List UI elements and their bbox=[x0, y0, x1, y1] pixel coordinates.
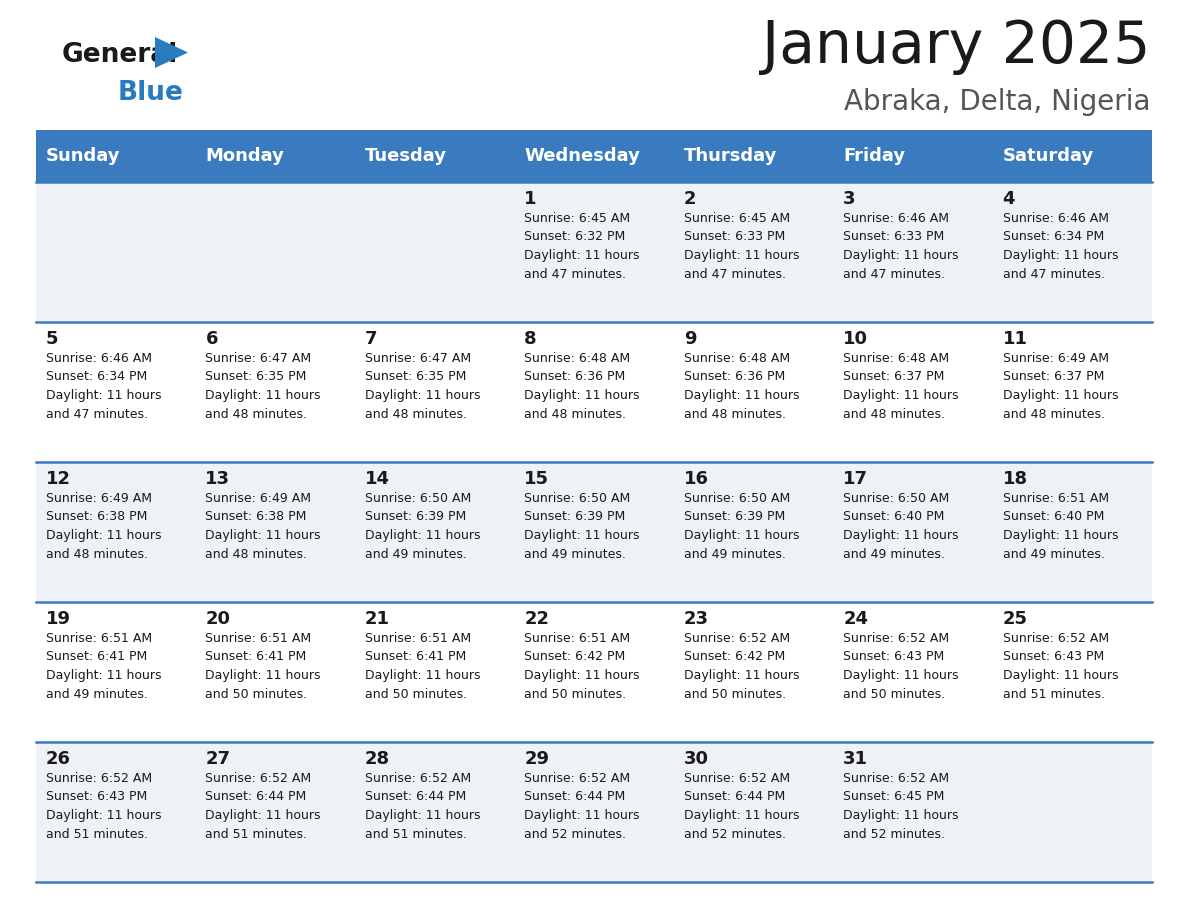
Text: Blue: Blue bbox=[118, 80, 184, 106]
Text: Sunrise: 6:51 AM
Sunset: 6:40 PM
Daylight: 11 hours
and 49 minutes.: Sunrise: 6:51 AM Sunset: 6:40 PM Dayligh… bbox=[1003, 492, 1118, 561]
Text: Sunrise: 6:52 AM
Sunset: 6:44 PM
Daylight: 11 hours
and 52 minutes.: Sunrise: 6:52 AM Sunset: 6:44 PM Dayligh… bbox=[524, 772, 640, 841]
Text: Sunrise: 6:50 AM
Sunset: 6:39 PM
Daylight: 11 hours
and 49 minutes.: Sunrise: 6:50 AM Sunset: 6:39 PM Dayligh… bbox=[684, 492, 800, 561]
Text: 30: 30 bbox=[684, 750, 709, 768]
Text: Sunrise: 6:52 AM
Sunset: 6:43 PM
Daylight: 11 hours
and 51 minutes.: Sunrise: 6:52 AM Sunset: 6:43 PM Dayligh… bbox=[46, 772, 162, 841]
Text: Sunday: Sunday bbox=[46, 147, 120, 165]
Text: Sunrise: 6:51 AM
Sunset: 6:41 PM
Daylight: 11 hours
and 49 minutes.: Sunrise: 6:51 AM Sunset: 6:41 PM Dayligh… bbox=[46, 632, 162, 700]
Text: 2: 2 bbox=[684, 190, 696, 208]
Text: Sunrise: 6:52 AM
Sunset: 6:44 PM
Daylight: 11 hours
and 51 minutes.: Sunrise: 6:52 AM Sunset: 6:44 PM Dayligh… bbox=[365, 772, 480, 841]
Bar bbox=[36, 742, 1152, 882]
Text: 21: 21 bbox=[365, 610, 390, 628]
Text: 17: 17 bbox=[843, 470, 868, 488]
Text: Sunrise: 6:46 AM
Sunset: 6:34 PM
Daylight: 11 hours
and 47 minutes.: Sunrise: 6:46 AM Sunset: 6:34 PM Dayligh… bbox=[1003, 212, 1118, 281]
Text: 18: 18 bbox=[1003, 470, 1028, 488]
Text: Tuesday: Tuesday bbox=[365, 147, 447, 165]
Text: 3: 3 bbox=[843, 190, 855, 208]
Text: 20: 20 bbox=[206, 610, 230, 628]
Text: 22: 22 bbox=[524, 610, 549, 628]
Text: 5: 5 bbox=[46, 330, 58, 348]
Text: 25: 25 bbox=[1003, 610, 1028, 628]
Text: January 2025: January 2025 bbox=[762, 18, 1150, 75]
Text: 16: 16 bbox=[684, 470, 709, 488]
Text: Sunrise: 6:50 AM
Sunset: 6:39 PM
Daylight: 11 hours
and 49 minutes.: Sunrise: 6:50 AM Sunset: 6:39 PM Dayligh… bbox=[365, 492, 480, 561]
Text: 31: 31 bbox=[843, 750, 868, 768]
Text: 15: 15 bbox=[524, 470, 549, 488]
Text: Sunrise: 6:46 AM
Sunset: 6:33 PM
Daylight: 11 hours
and 47 minutes.: Sunrise: 6:46 AM Sunset: 6:33 PM Dayligh… bbox=[843, 212, 959, 281]
Text: 28: 28 bbox=[365, 750, 390, 768]
Polygon shape bbox=[154, 37, 188, 68]
Text: 23: 23 bbox=[684, 610, 709, 628]
Text: Wednesday: Wednesday bbox=[524, 147, 640, 165]
Text: Sunrise: 6:47 AM
Sunset: 6:35 PM
Daylight: 11 hours
and 48 minutes.: Sunrise: 6:47 AM Sunset: 6:35 PM Dayligh… bbox=[365, 352, 480, 420]
Text: Sunrise: 6:47 AM
Sunset: 6:35 PM
Daylight: 11 hours
and 48 minutes.: Sunrise: 6:47 AM Sunset: 6:35 PM Dayligh… bbox=[206, 352, 321, 420]
Bar bbox=[36, 130, 1152, 182]
Text: Sunrise: 6:51 AM
Sunset: 6:42 PM
Daylight: 11 hours
and 50 minutes.: Sunrise: 6:51 AM Sunset: 6:42 PM Dayligh… bbox=[524, 632, 640, 700]
Text: 7: 7 bbox=[365, 330, 378, 348]
Text: 13: 13 bbox=[206, 470, 230, 488]
Text: Sunrise: 6:50 AM
Sunset: 6:39 PM
Daylight: 11 hours
and 49 minutes.: Sunrise: 6:50 AM Sunset: 6:39 PM Dayligh… bbox=[524, 492, 640, 561]
Text: 1: 1 bbox=[524, 190, 537, 208]
Text: Sunrise: 6:49 AM
Sunset: 6:38 PM
Daylight: 11 hours
and 48 minutes.: Sunrise: 6:49 AM Sunset: 6:38 PM Dayligh… bbox=[46, 492, 162, 561]
Text: Abraka, Delta, Nigeria: Abraka, Delta, Nigeria bbox=[843, 88, 1150, 116]
Text: General: General bbox=[62, 42, 178, 68]
Text: Sunrise: 6:48 AM
Sunset: 6:36 PM
Daylight: 11 hours
and 48 minutes.: Sunrise: 6:48 AM Sunset: 6:36 PM Dayligh… bbox=[684, 352, 800, 420]
Text: 26: 26 bbox=[46, 750, 71, 768]
Text: 12: 12 bbox=[46, 470, 71, 488]
Text: Sunrise: 6:52 AM
Sunset: 6:43 PM
Daylight: 11 hours
and 50 minutes.: Sunrise: 6:52 AM Sunset: 6:43 PM Dayligh… bbox=[843, 632, 959, 700]
Text: Sunrise: 6:48 AM
Sunset: 6:36 PM
Daylight: 11 hours
and 48 minutes.: Sunrise: 6:48 AM Sunset: 6:36 PM Dayligh… bbox=[524, 352, 640, 420]
Text: 24: 24 bbox=[843, 610, 868, 628]
Text: Sunrise: 6:52 AM
Sunset: 6:45 PM
Daylight: 11 hours
and 52 minutes.: Sunrise: 6:52 AM Sunset: 6:45 PM Dayligh… bbox=[843, 772, 959, 841]
Text: Saturday: Saturday bbox=[1003, 147, 1094, 165]
Text: 29: 29 bbox=[524, 750, 549, 768]
Text: 4: 4 bbox=[1003, 190, 1015, 208]
Text: Sunrise: 6:46 AM
Sunset: 6:34 PM
Daylight: 11 hours
and 47 minutes.: Sunrise: 6:46 AM Sunset: 6:34 PM Dayligh… bbox=[46, 352, 162, 420]
Text: Sunrise: 6:52 AM
Sunset: 6:44 PM
Daylight: 11 hours
and 51 minutes.: Sunrise: 6:52 AM Sunset: 6:44 PM Dayligh… bbox=[206, 772, 321, 841]
Text: Sunrise: 6:51 AM
Sunset: 6:41 PM
Daylight: 11 hours
and 50 minutes.: Sunrise: 6:51 AM Sunset: 6:41 PM Dayligh… bbox=[365, 632, 480, 700]
Bar bbox=[36, 602, 1152, 742]
Bar bbox=[36, 462, 1152, 602]
Bar bbox=[36, 182, 1152, 322]
Text: 9: 9 bbox=[684, 330, 696, 348]
Text: Sunrise: 6:52 AM
Sunset: 6:44 PM
Daylight: 11 hours
and 52 minutes.: Sunrise: 6:52 AM Sunset: 6:44 PM Dayligh… bbox=[684, 772, 800, 841]
Text: Sunrise: 6:48 AM
Sunset: 6:37 PM
Daylight: 11 hours
and 48 minutes.: Sunrise: 6:48 AM Sunset: 6:37 PM Dayligh… bbox=[843, 352, 959, 420]
Bar bbox=[36, 322, 1152, 462]
Text: Sunrise: 6:51 AM
Sunset: 6:41 PM
Daylight: 11 hours
and 50 minutes.: Sunrise: 6:51 AM Sunset: 6:41 PM Dayligh… bbox=[206, 632, 321, 700]
Text: Thursday: Thursday bbox=[684, 147, 777, 165]
Text: Sunrise: 6:49 AM
Sunset: 6:38 PM
Daylight: 11 hours
and 48 minutes.: Sunrise: 6:49 AM Sunset: 6:38 PM Dayligh… bbox=[206, 492, 321, 561]
Text: 6: 6 bbox=[206, 330, 217, 348]
Text: 27: 27 bbox=[206, 750, 230, 768]
Text: Sunrise: 6:45 AM
Sunset: 6:33 PM
Daylight: 11 hours
and 47 minutes.: Sunrise: 6:45 AM Sunset: 6:33 PM Dayligh… bbox=[684, 212, 800, 281]
Text: Sunrise: 6:52 AM
Sunset: 6:42 PM
Daylight: 11 hours
and 50 minutes.: Sunrise: 6:52 AM Sunset: 6:42 PM Dayligh… bbox=[684, 632, 800, 700]
Text: 14: 14 bbox=[365, 470, 390, 488]
Text: 10: 10 bbox=[843, 330, 868, 348]
Text: Sunrise: 6:52 AM
Sunset: 6:43 PM
Daylight: 11 hours
and 51 minutes.: Sunrise: 6:52 AM Sunset: 6:43 PM Dayligh… bbox=[1003, 632, 1118, 700]
Text: 19: 19 bbox=[46, 610, 71, 628]
Text: Monday: Monday bbox=[206, 147, 284, 165]
Text: Sunrise: 6:49 AM
Sunset: 6:37 PM
Daylight: 11 hours
and 48 minutes.: Sunrise: 6:49 AM Sunset: 6:37 PM Dayligh… bbox=[1003, 352, 1118, 420]
Text: 8: 8 bbox=[524, 330, 537, 348]
Text: 11: 11 bbox=[1003, 330, 1028, 348]
Text: Sunrise: 6:45 AM
Sunset: 6:32 PM
Daylight: 11 hours
and 47 minutes.: Sunrise: 6:45 AM Sunset: 6:32 PM Dayligh… bbox=[524, 212, 640, 281]
Text: Friday: Friday bbox=[843, 147, 905, 165]
Text: Sunrise: 6:50 AM
Sunset: 6:40 PM
Daylight: 11 hours
and 49 minutes.: Sunrise: 6:50 AM Sunset: 6:40 PM Dayligh… bbox=[843, 492, 959, 561]
